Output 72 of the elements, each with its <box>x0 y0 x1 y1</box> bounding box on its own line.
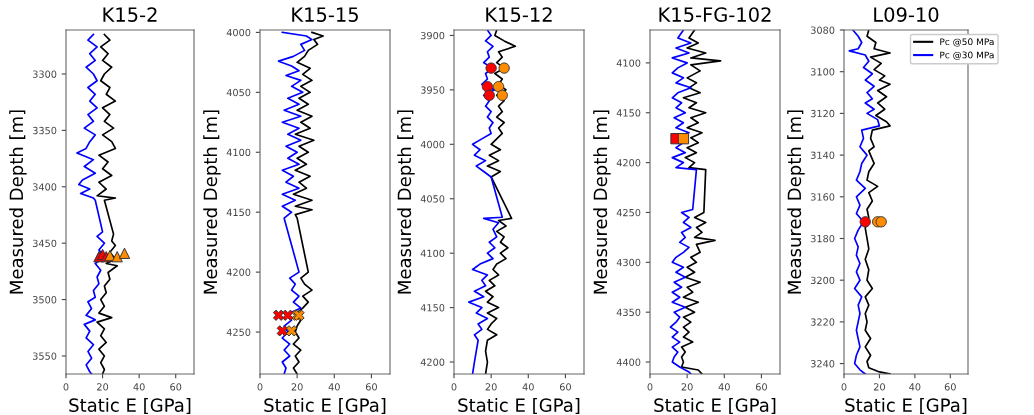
x-tick-label: 40 <box>909 383 921 391</box>
x-axis-title: Static E [GPa] <box>845 397 967 415</box>
x-tick-label: 60 <box>170 383 182 391</box>
y-tick-label: 3300 <box>32 70 57 78</box>
y-axis-title: Measured Depth [m] <box>593 110 611 294</box>
y-tick-label: 3220 <box>810 318 835 326</box>
x-tick-label: 20 <box>873 383 885 391</box>
x-tick-label: 60 <box>365 383 377 391</box>
chart-title: K15-15 <box>292 7 358 22</box>
y-tick-label: 3450 <box>32 239 57 247</box>
x-tick-label: 0 <box>257 383 263 391</box>
y-axis-title: Measured Depth [m] <box>9 110 27 294</box>
x-axis-title: Static E [GPa] <box>69 397 191 415</box>
y-tick-label: 3350 <box>32 126 57 135</box>
x-tick-label: 20 <box>485 383 497 391</box>
y-tick-label: 3400 <box>32 183 57 191</box>
chart-title: K15-12 <box>486 7 552 22</box>
chart-title: K15-2 <box>103 7 157 22</box>
y-tick-label: 4150 <box>420 304 445 312</box>
chart-title: K15-FG-102 <box>659 7 771 22</box>
x-axis-title: Static E [GPa] <box>654 397 776 415</box>
y-tick-label: 4100 <box>616 59 641 67</box>
y-tick-label: 4200 <box>226 268 251 276</box>
legend-label: Pc @30 MPa <box>940 51 994 60</box>
y-tick-label: 3240 <box>810 360 835 368</box>
x-tick-label: 0 <box>647 383 653 391</box>
x-tick-label: 60 <box>944 383 956 391</box>
y-tick-label: 4150 <box>616 109 641 117</box>
x-tick-label: 60 <box>755 383 767 391</box>
chart-title: L09-10 <box>874 7 939 22</box>
y-tick-label: 3100 <box>810 68 835 76</box>
x-axis-title: Static E [GPa] <box>458 397 580 415</box>
y-tick-label: 4200 <box>616 159 641 167</box>
y-tick-label: 3900 <box>420 31 445 40</box>
y-tick-label: 4100 <box>226 148 251 157</box>
y-tick-label: 4050 <box>420 195 445 203</box>
y-axis-title: Measured Depth [m] <box>397 110 415 294</box>
x-tick-label: 60 <box>559 383 571 391</box>
y-tick-label: 4000 <box>420 140 445 149</box>
x-tick-label: 0 <box>451 383 457 391</box>
y-tick-label: 3080 <box>810 26 835 34</box>
legend-label: Pc @50 MPa <box>940 38 994 47</box>
y-tick-label: 4000 <box>226 28 251 37</box>
x-tick-label: 20 <box>97 383 109 391</box>
y-tick-label: 4300 <box>616 258 641 267</box>
y-tick-label: 4200 <box>420 358 445 366</box>
y-tick-label: 3200 <box>810 276 835 285</box>
y-tick-label: 4050 <box>226 88 251 97</box>
y-tick-label: 4100 <box>420 249 445 257</box>
y-tick-label: 3160 <box>810 193 835 201</box>
y-tick-label: 4150 <box>226 208 251 217</box>
y-tick-label: 3140 <box>810 151 835 159</box>
y-axis-title: Measured Depth [m] <box>787 110 805 294</box>
x-tick-label: 0 <box>63 383 69 391</box>
y-tick-label: 4400 <box>616 358 641 366</box>
y-tick-label: 3500 <box>32 296 57 304</box>
y-tick-label: 3550 <box>32 352 57 360</box>
x-tick-label: 40 <box>328 383 340 391</box>
y-tick-label: 3120 <box>810 109 835 118</box>
x-axis-title: Static E [GPa] <box>264 397 386 415</box>
y-tick-label: 4350 <box>616 308 641 317</box>
x-tick-label: 0 <box>841 383 847 391</box>
y-tick-label: 3950 <box>420 86 445 94</box>
y-tick-label: 4250 <box>226 328 251 336</box>
x-tick-label: 40 <box>522 383 534 391</box>
x-tick-label: 40 <box>718 383 730 391</box>
y-axis-title: Measured Depth [m] <box>203 110 221 294</box>
x-tick-label: 20 <box>681 383 693 391</box>
x-tick-label: 40 <box>133 383 145 391</box>
y-tick-label: 3180 <box>810 234 835 243</box>
x-tick-label: 20 <box>291 383 303 391</box>
y-tick-label: 4250 <box>616 208 641 217</box>
